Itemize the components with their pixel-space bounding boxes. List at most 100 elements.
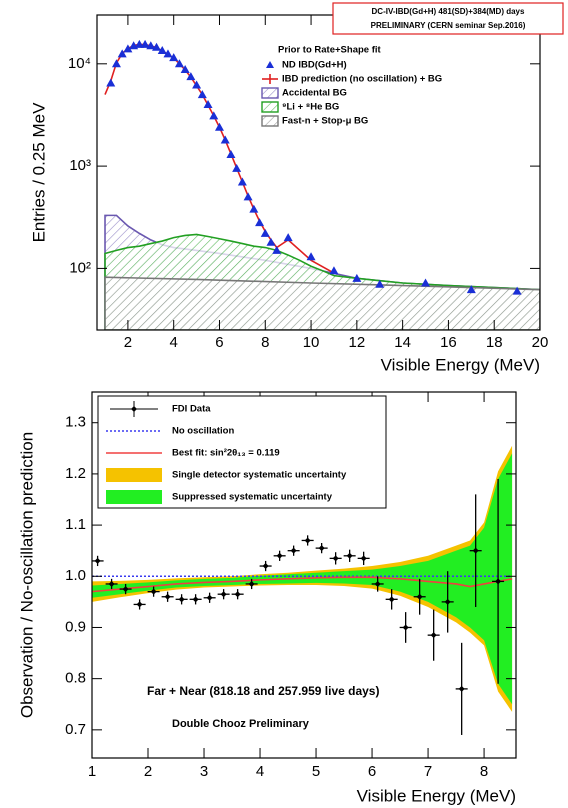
- data-point: [174, 59, 184, 68]
- x-tick-label: 7: [424, 763, 432, 780]
- legend-swatch: [261, 101, 279, 113]
- data-point: [108, 580, 115, 587]
- data-point: [206, 594, 213, 601]
- curve: [92, 576, 513, 593]
- x-tick-label: 2: [124, 334, 132, 351]
- data-point: [458, 685, 465, 692]
- data-point: [466, 285, 476, 294]
- legend-label: Suppressed systematic uncertainty: [172, 492, 333, 503]
- data-point: [360, 555, 367, 562]
- y-tick-label: 0.8: [65, 670, 86, 687]
- data-point: [146, 41, 156, 50]
- plot-area: [104, 39, 540, 330]
- legend-swatch: [131, 406, 137, 412]
- data-point: [416, 593, 423, 600]
- x-tick-label: 8: [261, 334, 269, 351]
- data-point: [421, 278, 431, 287]
- x-tick-label: 20: [532, 334, 549, 351]
- data-point: [402, 624, 409, 631]
- data-point: [163, 49, 173, 58]
- data-point: [472, 547, 479, 554]
- y-tick-label: 1.0: [65, 567, 86, 584]
- annotation: Double Chooz Preliminary: [172, 718, 310, 730]
- data-point: [329, 266, 339, 275]
- data-point: [220, 135, 230, 144]
- x-tick-label: 10: [303, 334, 320, 351]
- data-point: [318, 545, 325, 552]
- data-point: [197, 90, 207, 99]
- data-point: [243, 192, 253, 201]
- x-tick-label: 16: [440, 334, 457, 351]
- x-axis-label: Visible Energy (MeV): [381, 355, 540, 374]
- y-tick-label: 10³: [69, 157, 91, 174]
- data-point: [248, 580, 255, 587]
- curve: [104, 43, 335, 274]
- data-point: [180, 64, 190, 73]
- data-point: [152, 42, 162, 51]
- data-point: [117, 49, 127, 58]
- data-point: [512, 286, 522, 295]
- data-point: [186, 72, 196, 81]
- data-point: [260, 228, 270, 237]
- data-point: [214, 122, 224, 131]
- y-axis-label: Entries / 0.25 MeV: [29, 102, 48, 243]
- x-tick-label: 1: [88, 763, 96, 780]
- data-point: [306, 252, 316, 261]
- data-point: [234, 591, 241, 598]
- legend-swatch: [266, 61, 274, 68]
- x-tick-label: 6: [215, 334, 223, 351]
- x-tick-label: 8: [480, 763, 488, 780]
- y-tick-label: 0.9: [65, 618, 86, 635]
- legend-label: FDI Data: [172, 404, 211, 415]
- legend-label: IBD prediction (no oscillation) + BG: [282, 74, 442, 85]
- x-tick-label: 5: [312, 763, 320, 780]
- data-point: [192, 596, 199, 603]
- plot-frame: [91, 391, 517, 759]
- legend-swatch: [261, 115, 279, 127]
- y-tick-label: 0.7: [65, 721, 86, 738]
- data-point: [290, 547, 297, 554]
- x-axis-label: Visible Energy (MeV): [357, 786, 516, 805]
- data-point: [237, 177, 247, 186]
- data-point: [255, 218, 265, 227]
- x-tick-label: 12: [349, 334, 366, 351]
- data-point: [122, 586, 129, 593]
- data-point: [106, 78, 116, 87]
- data-point: [134, 39, 144, 48]
- data-point: [203, 100, 213, 109]
- data-point: [266, 237, 276, 246]
- legend-box: [97, 395, 387, 509]
- x-tick-label: 18: [486, 334, 503, 351]
- data-point: [157, 45, 167, 54]
- legend-swatch: [106, 490, 162, 504]
- legend-label: ⁹Li + ⁸He BG: [282, 102, 339, 113]
- y-tick-label: 10²: [69, 259, 91, 276]
- data-point: [94, 557, 101, 564]
- data-point: [192, 80, 202, 89]
- legend-title: Prior to Rate+Shape fit: [278, 45, 382, 56]
- x-tick-label: 4: [170, 334, 178, 351]
- data-point: [178, 596, 185, 603]
- data-point: [164, 593, 171, 600]
- legend-label: ND IBD(Gd+H): [282, 60, 347, 71]
- legend-label: Single detector systematic uncertainty: [172, 470, 347, 481]
- data-point: [374, 580, 381, 587]
- legend-label: Best fit: sin²2θ₁₃ = 0.119: [172, 448, 280, 459]
- y-tick-label: 1.3: [65, 414, 86, 431]
- annotation: Far + Near (818.18 and 257.959 live days…: [147, 684, 379, 698]
- data-point: [140, 39, 150, 48]
- data-point: [150, 588, 157, 595]
- x-tick-label: 14: [394, 334, 411, 351]
- x-tick-label: 4: [256, 763, 264, 780]
- data-point: [232, 163, 242, 172]
- x-tick-label: 2: [144, 763, 152, 780]
- data-point: [169, 53, 179, 62]
- annotation: DC-IV-IBD(Gd+H) 481(SD)+384(MD) days: [372, 7, 525, 16]
- data-point: [352, 273, 362, 282]
- annotation-box: [332, 2, 564, 35]
- data-point: [444, 598, 451, 605]
- x-tick-label: 3: [200, 763, 208, 780]
- data-point: [283, 233, 293, 242]
- plot-frame: [96, 14, 541, 331]
